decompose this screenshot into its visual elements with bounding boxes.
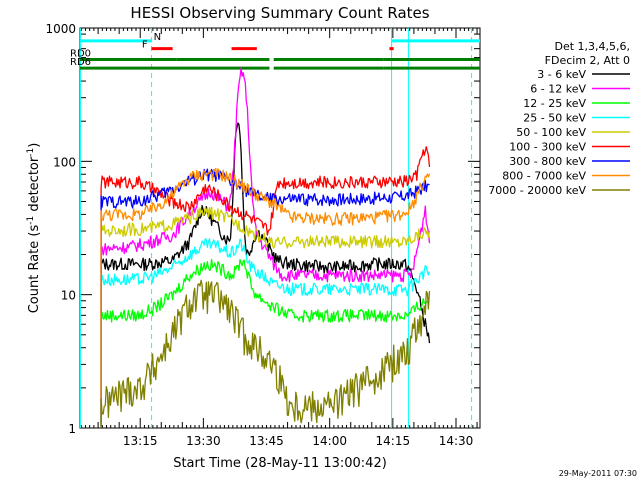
- flag-label: RD6: [70, 57, 91, 68]
- series-line: [100, 167, 431, 428]
- y-label-part-1: Count Rate (s: [27, 225, 42, 314]
- legend-entry-label: 50 - 100 keV: [516, 126, 586, 139]
- series-line: [100, 206, 431, 428]
- chart-title: HESSI Observing Summary Count Rates: [130, 4, 429, 22]
- footer-date: 29-May-2011 07:30: [559, 469, 637, 478]
- x-tick-label: 14:30: [439, 434, 474, 448]
- series-lines: [100, 67, 431, 428]
- legend-entry-label: 300 - 800 keV: [509, 155, 586, 168]
- x-tick-label: 13:15: [123, 434, 158, 448]
- x-tick-label: 13:30: [186, 434, 221, 448]
- flag-label: N: [154, 32, 161, 43]
- series-line: [100, 146, 431, 428]
- flag-label: F: [142, 40, 148, 51]
- series-line: [100, 258, 430, 428]
- y-tick-label: 10: [61, 289, 76, 303]
- y-tick-label: 100: [53, 155, 76, 169]
- y-axis: 1 10 100 1000: [45, 22, 480, 436]
- legend-entry-label: 7000 - 20000 keV: [488, 184, 586, 197]
- legend-entry-label: 800 - 7000 keV: [502, 170, 586, 183]
- x-axis: 13:15 13:30 13:45 14:00 14:15 14:30: [79, 28, 478, 448]
- y-axis-label: Count Rate (s-1 detector-1): [26, 143, 42, 314]
- y-tick-label: 1: [68, 422, 76, 436]
- legend-header-line: FDecim 2, Att 0: [545, 54, 630, 67]
- legend-entry-label: 25 - 50 keV: [523, 112, 586, 125]
- legend-header-line: Det 1,3,4,5,6,: [554, 40, 630, 53]
- legend-entry-label: 3 - 6 keV: [537, 68, 586, 81]
- y-label-part-2: detector: [27, 156, 42, 216]
- x-tick-label: 13:45: [249, 434, 284, 448]
- y-tick-label: 1000: [45, 22, 76, 36]
- x-axis-label: Start Time (28-May-11 13:00:42): [173, 456, 387, 471]
- y-label-sup-2: -1: [26, 148, 36, 157]
- series-line: [100, 67, 431, 428]
- legend-entry-label: 12 - 25 keV: [523, 97, 586, 110]
- flag-label: RD0: [70, 49, 91, 60]
- x-tick-label: 14:15: [376, 434, 411, 448]
- series-line: [100, 237, 431, 428]
- legend-entry-label: 100 - 300 keV: [509, 141, 586, 154]
- legend-entry-label: 6 - 12 keV: [530, 83, 586, 96]
- y-label-sup-1: -1: [26, 216, 36, 225]
- series-line: [100, 279, 431, 428]
- legend: Det 1,3,4,5,6,FDecim 2, Att 03 - 6 keV 6 …: [488, 40, 630, 197]
- x-tick-label: 14:00: [312, 434, 347, 448]
- y-label-part-3: ): [27, 143, 42, 148]
